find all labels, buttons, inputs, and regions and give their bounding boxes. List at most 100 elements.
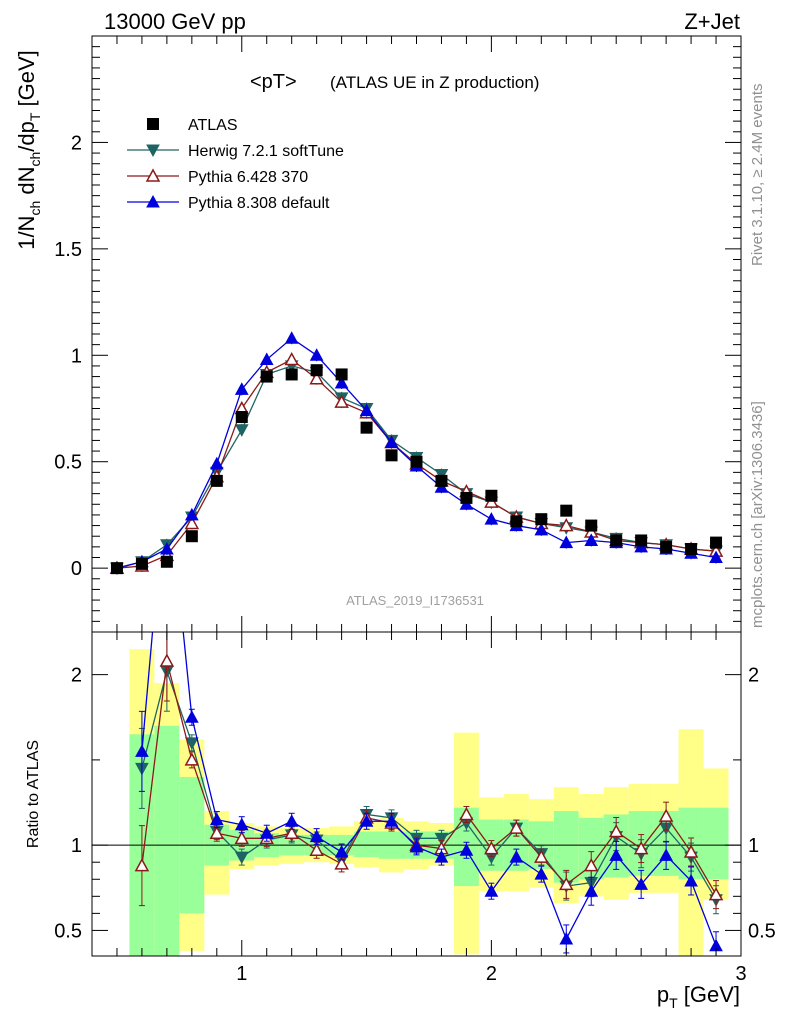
ratio-point — [284, 825, 299, 839]
main-point — [260, 370, 273, 383]
main-point — [435, 474, 448, 487]
ratio-point — [434, 850, 449, 863]
ratio-point — [234, 817, 249, 831]
x-tick-label: 3 — [735, 963, 746, 985]
main-point — [585, 519, 598, 532]
main-point — [610, 534, 623, 547]
ratio-point — [534, 849, 549, 863]
y-tick-label-main: 2 — [71, 132, 82, 154]
main-point — [185, 530, 198, 543]
ratio-point — [459, 806, 474, 821]
ratio-point — [434, 832, 449, 846]
legend-marker — [146, 194, 160, 208]
main-point — [310, 364, 323, 377]
ratio-point — [234, 851, 249, 865]
main-point — [510, 515, 523, 528]
main-series-group — [109, 331, 724, 576]
main-point — [710, 536, 723, 549]
main-point — [184, 515, 200, 530]
ratio-inner-band — [154, 725, 180, 956]
main-point — [360, 421, 373, 434]
main-point — [535, 513, 548, 526]
plot-title: <pT> — [250, 71, 297, 93]
main-point — [485, 489, 498, 502]
x-tick-label: 2 — [486, 963, 497, 985]
legend-label: Pythia 8.308 default — [188, 195, 330, 212]
main-point — [460, 491, 473, 504]
legend-marker — [147, 118, 159, 130]
main-point — [635, 534, 648, 547]
legend-label: ATLAS — [188, 117, 238, 134]
y-tick-label-main: 0 — [71, 558, 82, 580]
main-point — [259, 352, 274, 366]
main-point — [285, 368, 298, 381]
ratio-point — [459, 843, 474, 856]
ratio-point — [309, 829, 324, 843]
main-point — [334, 394, 349, 408]
main-point — [484, 512, 499, 525]
y-tick-label-ratio-right: 1 — [748, 835, 759, 857]
legend-label: Pythia 6.428 370 — [188, 169, 308, 186]
ratio-point — [334, 856, 349, 870]
ratio-point — [509, 850, 524, 863]
main-point — [559, 518, 574, 532]
y-tick-label-ratio: 1 — [71, 835, 82, 857]
ratio-point — [209, 825, 225, 839]
energy-label: 13000 GeV pp — [104, 9, 246, 34]
x-tick-label: 1 — [236, 963, 247, 985]
ratio-point — [708, 887, 724, 901]
main-point — [284, 331, 299, 344]
ratio-point — [608, 823, 624, 838]
main-point — [334, 375, 349, 389]
main-point — [385, 449, 398, 462]
y-tick-label-main: 1.5 — [54, 239, 82, 261]
legend: ATLAS Herwig 7.2.1 softTune Pythia 6.428 3… — [127, 117, 344, 212]
ratio-point — [559, 931, 574, 945]
main-point — [685, 542, 698, 555]
ratio-point — [509, 820, 524, 834]
main-point — [410, 455, 423, 468]
side-label-mcplots: mcplots.cern.ch [arXiv:1306.3436] — [749, 401, 766, 628]
ratio-point — [684, 873, 698, 887]
ratio-point — [409, 839, 424, 853]
y-tick-label-ratio: 0.5 — [54, 920, 82, 942]
ratio-point — [234, 830, 250, 845]
main-point — [560, 504, 573, 517]
main-point — [234, 382, 249, 395]
y-tick-label-ratio-right: 0.5 — [748, 920, 776, 942]
side-label-rivet: Rivet 3.1.10, ≥ 2.4M events — [749, 84, 766, 267]
ratio-point — [534, 867, 549, 880]
ratio-point — [633, 841, 649, 855]
ratio-point — [185, 710, 199, 723]
main-point — [309, 371, 324, 385]
main-point — [709, 550, 723, 563]
ratio-series-group — [134, 632, 724, 956]
ratio-point — [583, 858, 599, 872]
ratio-point — [658, 808, 674, 822]
main-point — [559, 535, 574, 549]
main-point — [384, 435, 399, 449]
main-point — [534, 522, 549, 536]
ratio-point — [185, 737, 199, 750]
main-point — [160, 555, 173, 568]
main-point — [210, 474, 223, 487]
legend-marker — [145, 168, 161, 182]
ratio-point — [309, 842, 324, 857]
ratio-point — [334, 844, 349, 858]
ratio-point — [609, 848, 624, 861]
ratio-point — [209, 812, 224, 826]
main-point — [359, 403, 374, 417]
main-point — [335, 368, 348, 381]
ratio-point — [634, 877, 648, 890]
legend-marker — [146, 144, 160, 158]
ratio-point — [184, 752, 200, 766]
main-point — [110, 562, 123, 575]
y-axis-label-main: 1/Nch dNch/dpT [GeV] — [14, 50, 43, 250]
main-point — [660, 540, 673, 553]
ratio-point — [135, 744, 149, 757]
y-tick-label-main: 0.5 — [54, 452, 82, 474]
main-point — [234, 424, 249, 437]
y-axis-label-ratio: Ratio to ATLAS — [25, 740, 42, 848]
ratio-point — [484, 841, 499, 855]
